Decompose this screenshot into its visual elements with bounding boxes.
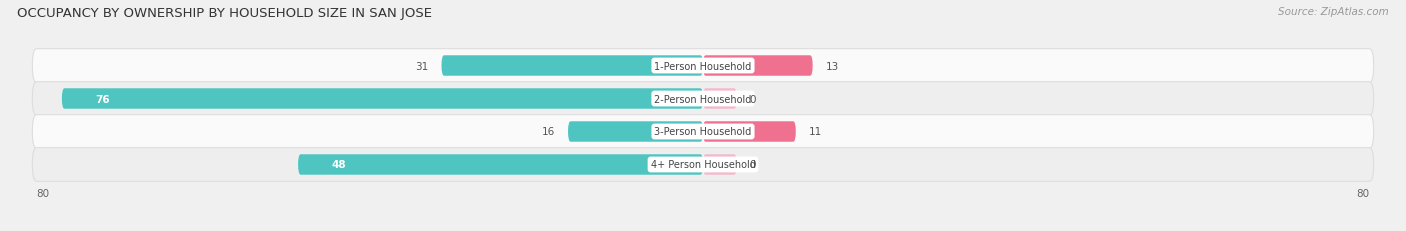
FancyBboxPatch shape: [703, 122, 796, 142]
FancyBboxPatch shape: [703, 56, 813, 76]
FancyBboxPatch shape: [441, 56, 703, 76]
Text: 0: 0: [749, 94, 756, 104]
Text: 11: 11: [808, 127, 821, 137]
FancyBboxPatch shape: [32, 82, 1374, 116]
Text: 80: 80: [1357, 188, 1369, 198]
Text: 2-Person Household: 2-Person Household: [654, 94, 752, 104]
FancyBboxPatch shape: [703, 155, 737, 175]
Text: 0: 0: [749, 160, 756, 170]
Text: 13: 13: [825, 61, 838, 71]
Text: Source: ZipAtlas.com: Source: ZipAtlas.com: [1278, 7, 1389, 17]
FancyBboxPatch shape: [62, 89, 703, 109]
Text: 3-Person Household: 3-Person Household: [654, 127, 752, 137]
FancyBboxPatch shape: [32, 115, 1374, 149]
Text: 80: 80: [37, 188, 49, 198]
Text: 76: 76: [96, 94, 110, 104]
Text: 48: 48: [332, 160, 346, 170]
Text: 4+ Person Household: 4+ Person Household: [651, 160, 755, 170]
FancyBboxPatch shape: [32, 148, 1374, 182]
FancyBboxPatch shape: [298, 155, 703, 175]
Text: 1-Person Household: 1-Person Household: [654, 61, 752, 71]
FancyBboxPatch shape: [32, 49, 1374, 83]
Text: 31: 31: [416, 61, 429, 71]
FancyBboxPatch shape: [703, 89, 737, 109]
Text: OCCUPANCY BY OWNERSHIP BY HOUSEHOLD SIZE IN SAN JOSE: OCCUPANCY BY OWNERSHIP BY HOUSEHOLD SIZE…: [17, 7, 432, 20]
Text: 16: 16: [543, 127, 555, 137]
FancyBboxPatch shape: [568, 122, 703, 142]
